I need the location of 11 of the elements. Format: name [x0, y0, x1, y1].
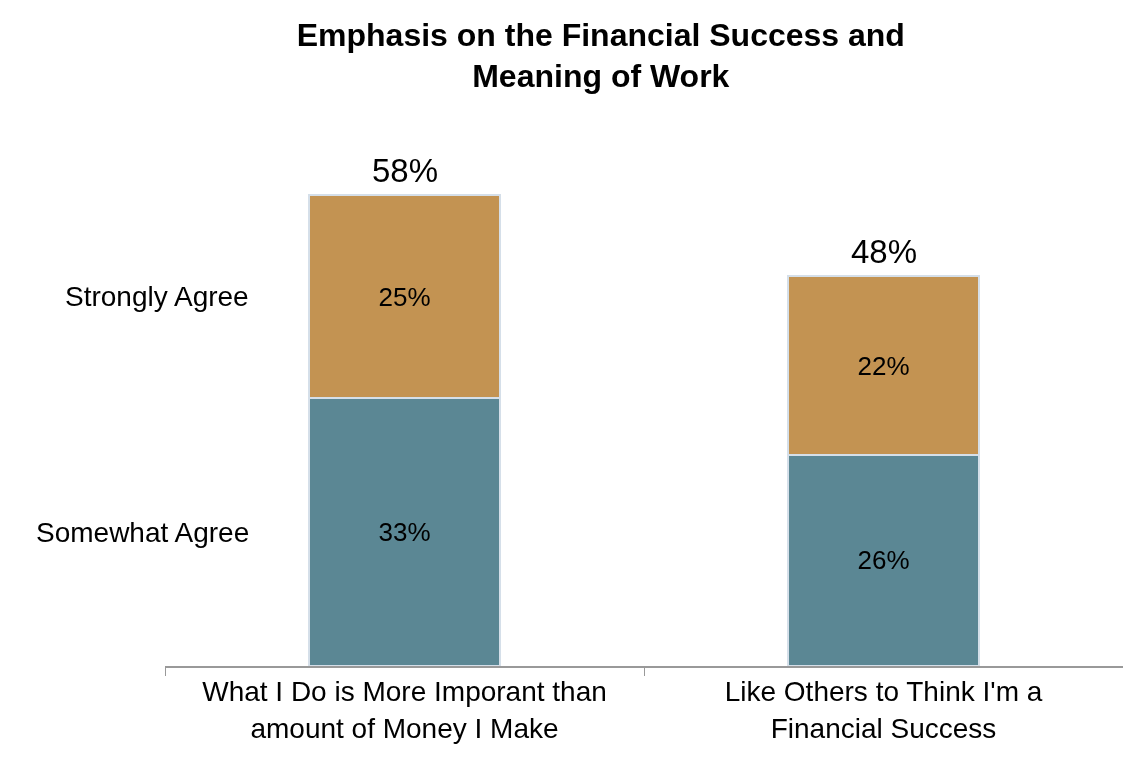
- data-label: 25%: [378, 281, 431, 312]
- total-label: 48%: [851, 233, 918, 270]
- chart-title: Emphasis on the Financial Success and Meaning of Work: [296, 16, 905, 95]
- text: Strongly Agree: [65, 281, 249, 312]
- data-label: 33%: [378, 517, 431, 548]
- data-label: 26%: [857, 545, 910, 576]
- text: Somewhat Agree: [36, 517, 250, 548]
- x-tick-label: What I Do is More Imporant than amount of Money I Make: [202, 676, 607, 744]
- total-label: 58%: [372, 152, 439, 189]
- x-tick-label: Like Others to Think I'm a Financial Success: [724, 676, 1043, 744]
- data-label: 22%: [857, 350, 910, 381]
